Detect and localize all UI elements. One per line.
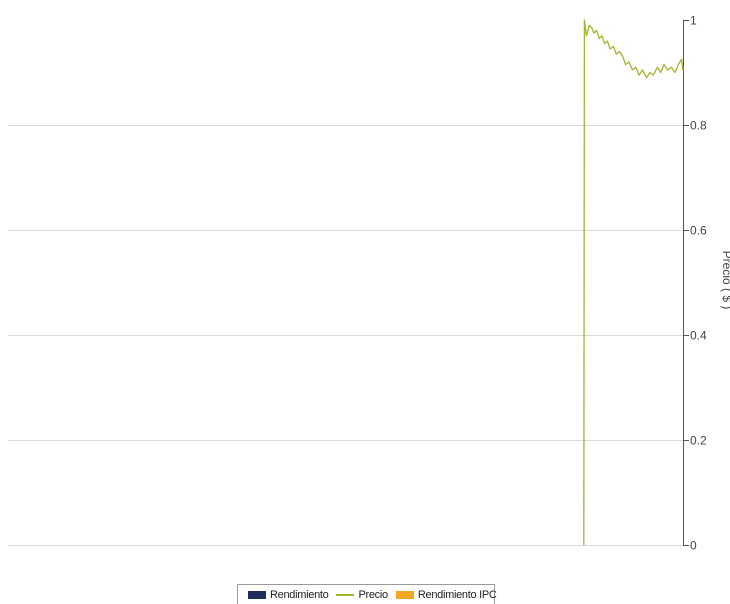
legend-label-rendimiento: Rendimiento [270,588,329,601]
y-tick-label: 0.4 [690,329,707,343]
y-tick-label: 0.2 [690,434,707,448]
y-tick-label: 0.8 [690,119,707,133]
gridlines [8,125,683,546]
series-line-precio [583,19,684,546]
legend-item-precio: Precio [336,588,388,601]
y-axis-title: Precio ( $ ) [720,251,730,310]
y-tick-label: 0 [690,539,697,553]
legend-swatch-precio [336,593,355,596]
series-layer [583,19,684,546]
legend-label-rendimiento-ipc: Rendimiento IPC [417,588,497,601]
y-tick-label: 1 [690,14,697,28]
legend-label-precio: Precio [358,588,388,601]
legend: Rendimiento Precio Rendimiento IPC [237,584,497,604]
legend-swatch-rendimiento [248,590,266,599]
legend-item-rendimiento-ipc: Rendimiento IPC [395,588,497,601]
y-axis: 0 0.2 0.4 0.6 0.8 1 [683,14,707,553]
legend-item-rendimiento: Rendimiento [248,588,329,601]
y-tick-label: 0.6 [690,224,707,238]
legend-swatch-rendimiento-ipc [395,590,414,599]
